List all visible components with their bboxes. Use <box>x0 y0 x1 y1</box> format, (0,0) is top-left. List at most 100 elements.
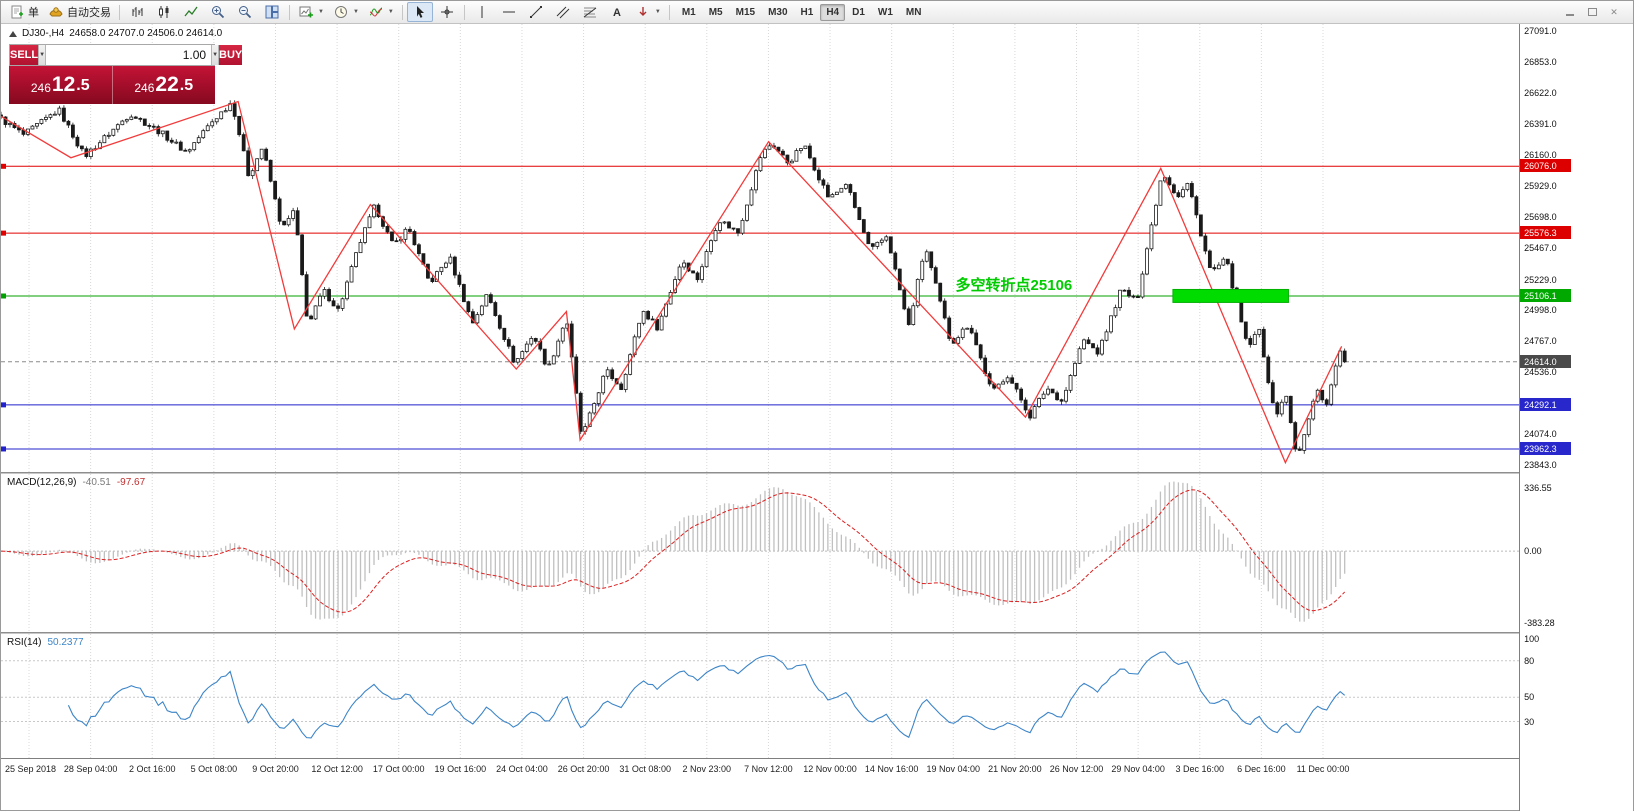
rsi-pane[interactable]: RSI(14) 50.2377 <box>1 634 1520 758</box>
cursor-button[interactable] <box>406 2 433 22</box>
price-tick: 25229.0 <box>1524 274 1557 285</box>
timeframe-button-h1[interactable]: H1 <box>800 6 814 18</box>
time-tick: 6 Dec 16:00 <box>1237 764 1286 774</box>
time-tick: 17 Oct 00:00 <box>372 764 425 774</box>
zoom-out-button[interactable] <box>232 2 258 22</box>
price-tick: 26160.0 <box>1524 150 1557 161</box>
sell-price[interactable]: 246 12 .5 <box>9 66 112 104</box>
sell-options-caret[interactable]: ▼ <box>38 45 47 65</box>
rsi-axis-label: 30 <box>1524 716 1535 727</box>
vertical-line-button[interactable] <box>469 2 495 22</box>
arrows-menu-button[interactable]: ▼ <box>631 2 665 22</box>
rsi-label: RSI(14) 50.2377 <box>7 637 84 648</box>
trendline-button[interactable] <box>523 2 549 22</box>
tile-windows-button[interactable] <box>259 2 285 22</box>
new-order-label: 单 <box>28 7 39 19</box>
macd-axis-label: 0.00 <box>1524 546 1542 557</box>
price-level-badge: 25576.3 <box>1520 226 1572 240</box>
price-tick: 27091.0 <box>1524 25 1557 36</box>
macd-chart-canvas[interactable] <box>1 474 1520 632</box>
price-level-badge: 23962.3 <box>1520 441 1572 455</box>
candlestick-button[interactable] <box>151 2 177 22</box>
zoom-in-button[interactable] <box>205 2 231 22</box>
buy-button[interactable]: BUY <box>219 45 243 65</box>
macd-axis-label: -383.28 <box>1524 618 1555 629</box>
text-button[interactable]: A <box>604 2 630 22</box>
text-icon: A <box>613 7 621 19</box>
chevron-down-icon: ▼ <box>318 9 324 15</box>
trade-prices-row: 246 12 .5 246 22 .5 <box>9 66 215 104</box>
crosshair-button[interactable] <box>434 2 460 22</box>
rsi-axis-label: 100 <box>1524 634 1540 644</box>
sell-button[interactable]: SELL <box>10 45 39 65</box>
timeframe-button-h4[interactable]: H4 <box>820 3 846 21</box>
pane-separator[interactable] <box>1 472 1520 474</box>
time-tick: 12 Nov 00:00 <box>803 764 857 774</box>
price-chart-canvas[interactable]: 多空转折点25106 <box>1 24 1520 472</box>
timeframe-button-m30[interactable]: M30 <box>768 6 788 18</box>
time-tick: 28 Sep 04:00 <box>63 764 118 774</box>
zoom-out-icon <box>239 6 252 19</box>
buy-options-caret[interactable]: ▼ <box>211 45 220 65</box>
time-tick: 19 Nov 04:00 <box>926 764 981 774</box>
price-tick: 24074.0 <box>1524 429 1557 440</box>
macd-label: MACD(12,26,9) -40.51 -97.67 <box>7 477 145 488</box>
chevron-down-icon: ▼ <box>387 9 394 15</box>
restore-button[interactable] <box>1585 6 1599 18</box>
channel-button[interactable] <box>550 2 576 22</box>
bar-chart-button[interactable] <box>124 2 150 22</box>
periods-menu-button[interactable]: ▼ <box>329 2 363 22</box>
price-tick: 25467.0 <box>1524 242 1557 253</box>
indicators-menu-button[interactable]: ▼ <box>364 2 398 22</box>
cursor-icon <box>416 6 424 18</box>
autotrade-icon <box>49 7 63 17</box>
pane-separator[interactable] <box>1 632 1520 634</box>
macd-signal-line <box>1 489 1346 613</box>
time-axis[interactable]: 25 Sep 2018 28 Sep 04:00 2 Oct 16:00 5 Oct … <box>1 758 1520 781</box>
price-divider <box>111 66 113 104</box>
close-button[interactable]: ✕ <box>1610 6 1618 17</box>
trade-panel-toggle-icon[interactable] <box>9 30 17 37</box>
price-axis[interactable]: 27091.0 26853.0 26622.0 26391.0 26160.0 25929… <box>1519 24 1633 811</box>
time-tick: 21 Nov 20:00 <box>988 764 1042 774</box>
fibonacci-button[interactable] <box>577 2 603 22</box>
buy-price[interactable]: 246 22 .5 <box>113 66 216 104</box>
volume-input[interactable] <box>46 45 212 65</box>
autotrade-button[interactable]: 自动交易 <box>44 2 115 22</box>
timeframe-button-w1[interactable]: W1 <box>877 6 893 18</box>
new-chart-button[interactable]: ▼ <box>294 2 328 22</box>
timeframe-button-mn[interactable]: MN <box>905 6 922 18</box>
sell-price-big: 12 <box>51 73 76 96</box>
timeframe-button-m5[interactable]: M5 <box>708 6 723 18</box>
vertical-line-icon <box>481 6 483 18</box>
time-tick: 3 Dec 16:00 <box>1175 764 1225 774</box>
toolbar-separator <box>289 4 290 20</box>
symbol-timeframe-label: DJ30-,H4 <box>22 28 65 39</box>
minimize-button[interactable] <box>1563 6 1577 18</box>
horizontal-line-button[interactable] <box>496 2 522 22</box>
line-chart-icon <box>184 6 198 17</box>
tile-windows-icon <box>265 5 279 19</box>
price-pane[interactable]: 多空转折点25106 DJ30-,H4 24658.0 24707.0 2450… <box>1 24 1520 472</box>
crosshair-icon <box>440 6 453 18</box>
indicators-icon <box>369 7 383 17</box>
price-tick: 24998.0 <box>1524 305 1557 316</box>
price-tick: 26391.0 <box>1524 119 1557 130</box>
rsi-chart-canvas[interactable] <box>1 634 1520 758</box>
line-chart-button[interactable] <box>178 2 204 22</box>
price-level-badge: 26076.0 <box>1520 159 1572 173</box>
macd-name: MACD(12,26,9) <box>7 477 77 488</box>
timeframe-group: M1 M5 M15 M30 H1 H4 D1 W1 MN <box>676 3 928 21</box>
macd-pane[interactable]: MACD(12,26,9) -40.51 -97.67 <box>1 474 1520 632</box>
macd-main-value: -40.51 <box>82 477 111 488</box>
timeframe-button-m1[interactable]: M1 <box>681 6 696 18</box>
timeframe-button-d1[interactable]: D1 <box>852 6 865 18</box>
macd-axis-label: 336.55 <box>1524 482 1552 493</box>
one-click-trading-widget: SELL ▼ ▼ BUY 246 12 .5 <box>9 44 243 104</box>
timeframe-button-m15[interactable]: M15 <box>735 6 756 18</box>
time-tick: 25 Sep 2018 <box>5 764 57 774</box>
new-chart-icon <box>299 6 313 18</box>
chevron-down-icon: ▼ <box>352 9 359 15</box>
new-order-button[interactable]: 单 <box>5 2 43 22</box>
clock-icon <box>334 6 347 18</box>
